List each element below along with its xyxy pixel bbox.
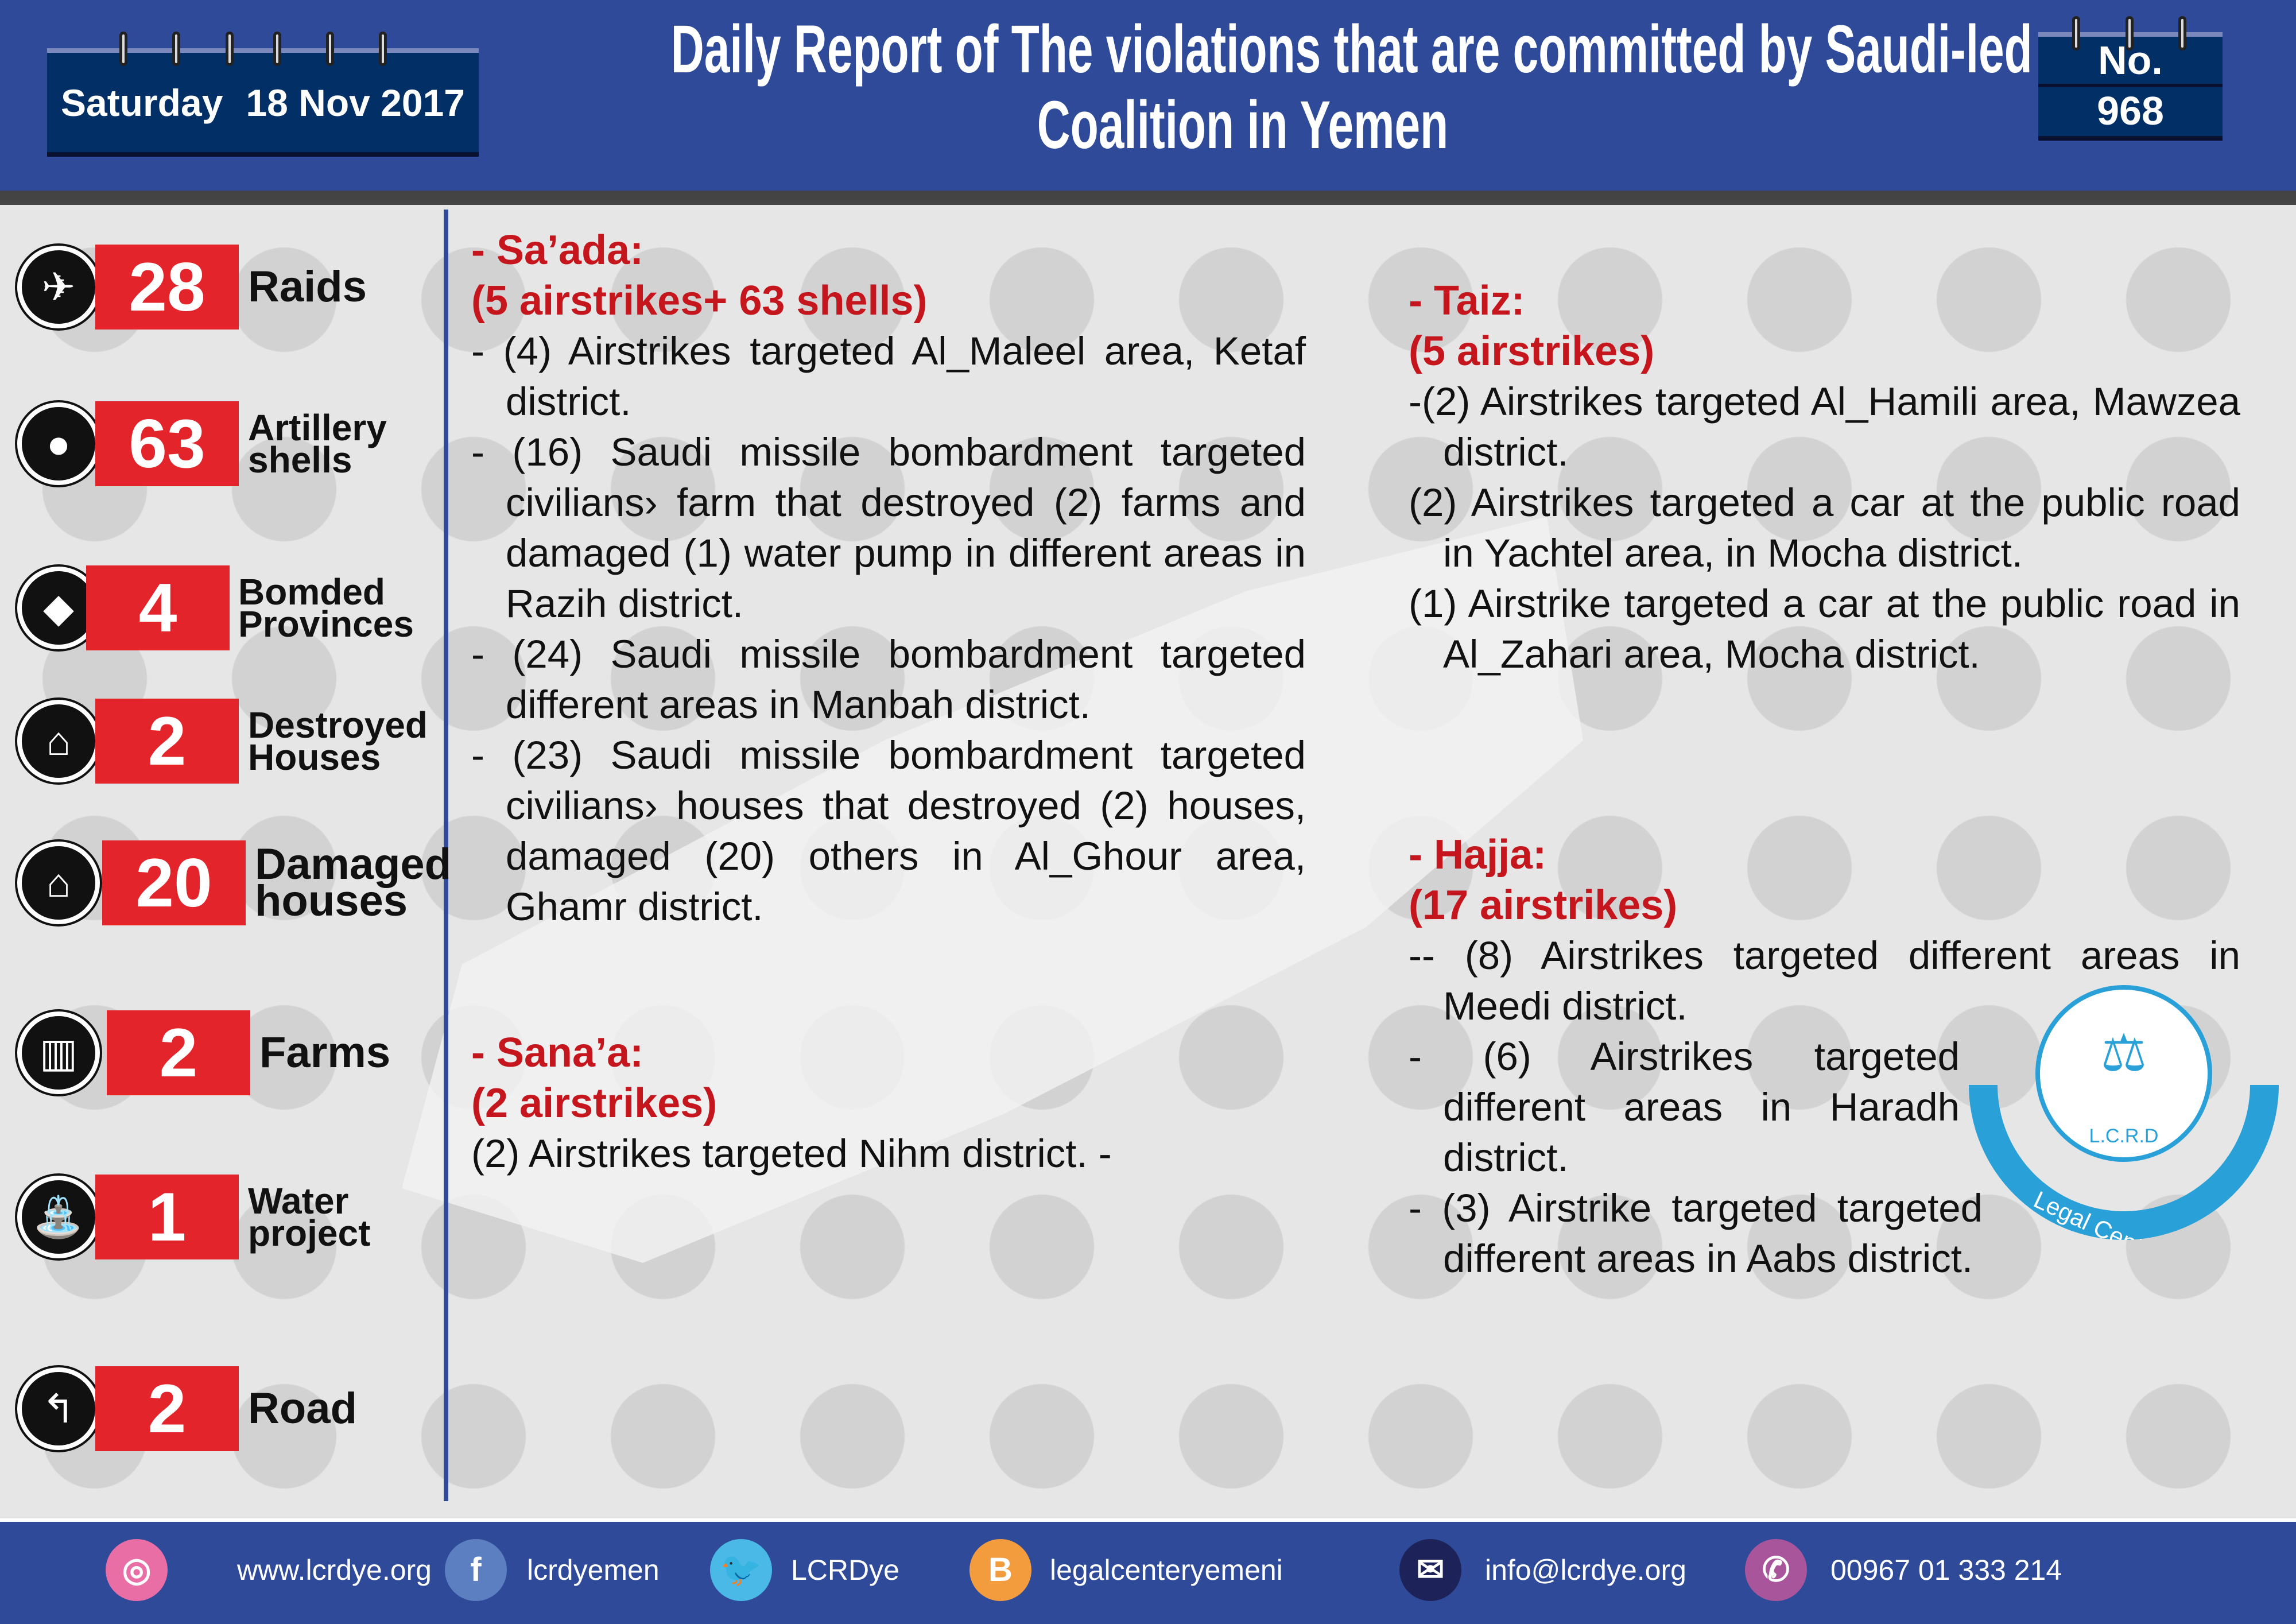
blogger-link[interactable]: legalcenteryemeni [1050, 1554, 1283, 1586]
section-subtitle: (5 airstrikes+ 63 shells) [471, 278, 928, 324]
damaged-house-icon: ⌂ [17, 842, 100, 924]
ring-icon [273, 32, 281, 66]
stat-label: Damaged houses [255, 840, 452, 925]
list-item: -(2) Airstrikes targeted Al_Hamili area,… [1409, 379, 2240, 474]
sanaa-section: - Sana’a: (2 airstrikes) (2) Airstrikes … [471, 1028, 1306, 1179]
list-item: (2) Airstrikes targeted Nihm district. - [471, 1131, 1112, 1176]
twitter-icon[interactable]: 🐦 [710, 1539, 772, 1601]
stat-label: Raids [248, 262, 367, 311]
website-link[interactable]: www.lcrdye.org [237, 1554, 432, 1586]
stat-label: Artillery shells [248, 407, 387, 480]
number-value: 968 [2097, 88, 2164, 133]
stat-value: 2 [107, 1010, 250, 1095]
stat-damaged-houses: ⌂ 20 Damaged houses [0, 837, 452, 929]
date: 18 Nov 2017 [246, 81, 466, 124]
twitter-link[interactable]: LCRDye [791, 1554, 899, 1586]
fence-icon: ▥ [17, 1011, 100, 1094]
ring-icon [119, 32, 127, 66]
ring-icon [2178, 16, 2186, 51]
ring-icon [379, 32, 387, 66]
stat-label: Bomded Provinces [238, 571, 414, 645]
list-item: - (3) Airstrike targeted targeted differ… [1409, 1186, 1983, 1281]
page-title: Daily Report of The violations that are … [402, 11, 2084, 163]
header-divider [0, 191, 2296, 205]
title-line-2: Coalition in Yemen [1037, 87, 1449, 163]
road-icon: ↰ [17, 1367, 100, 1450]
list-item: - (23) Saudi missile bombardment targete… [471, 733, 1306, 929]
mail-icon[interactable]: ✉ [1399, 1539, 1461, 1601]
list-item: -- (8) Airstrikes targeted different are… [1409, 933, 2240, 1028]
section-title: - Taiz: [1409, 278, 1525, 324]
stat-farms: ▥ 2 Farms [0, 1007, 448, 1099]
stat-value: 2 [95, 1366, 239, 1451]
ring-icon [326, 32, 334, 66]
title-line-1: Daily Report of The violations that are … [670, 11, 2033, 87]
list-item: (1) Airstrike targeted a car at the publ… [1409, 582, 2240, 676]
section-subtitle: (5 airstrikes) [1409, 328, 1655, 374]
section-subtitle: (2 airstrikes) [471, 1080, 718, 1126]
raids-icon: ✈ [17, 246, 100, 328]
stat-water: ⛲ 1 Water project [0, 1171, 448, 1263]
list-item: - (4) Airstrikes targeted Al_Maleel area… [471, 329, 1306, 424]
phone-number[interactable]: 00967 01 333 214 [1830, 1554, 2062, 1586]
stat-value: 20 [102, 840, 246, 925]
stat-artillery: ● 63 Artillery shells [0, 398, 448, 490]
stat-value: 4 [86, 565, 230, 650]
ring-icon [172, 32, 180, 66]
ring-icon [2072, 16, 2080, 51]
stat-value: 28 [95, 245, 239, 330]
date-box: Saturday 18 Nov 2017 [47, 48, 479, 157]
ring-icon [226, 32, 234, 66]
facebook-icon[interactable]: f [445, 1539, 507, 1601]
stat-road: ↰ 2 Road [0, 1363, 448, 1455]
taiz-section: - Taiz: (5 airstrikes) -(2) Airstrikes t… [1409, 276, 2240, 680]
section-title: - Hajja: [1409, 832, 1547, 878]
svg-text:L.C.R.D: L.C.R.D [2089, 1125, 2159, 1147]
list-item: (2) Airstrikes targeted a car at the pub… [1409, 480, 2240, 575]
stat-label: Destroyed Houses [248, 704, 428, 778]
column-divider [444, 210, 448, 1501]
blogger-icon[interactable]: B [969, 1539, 1031, 1601]
section-title: - Sana’a: [471, 1030, 644, 1076]
stat-label: Water project [248, 1180, 371, 1254]
water-pump-icon: ⛲ [17, 1176, 100, 1258]
stat-value: 1 [95, 1175, 239, 1259]
stat-label: Road [248, 1384, 357, 1433]
saada-section: - Sa’ada: (5 airstrikes+ 63 shells) - (4… [471, 225, 1306, 932]
stat-value: 2 [95, 699, 239, 784]
list-item: - (16) Saudi missile bombardment targete… [471, 430, 1306, 626]
footer [0, 1518, 2296, 1624]
header: Saturday 18 Nov 2017 Daily Report of The… [0, 0, 2296, 191]
list-item: - (24) Saudi missile bombardment targete… [471, 632, 1306, 727]
svg-text:⚖: ⚖ [2101, 1025, 2147, 1082]
lcrd-logo: ⚖ L.C.R.D Legal Center for Rights and [1969, 985, 2285, 1240]
list-item: - (6) Airstrikes targeted different area… [1409, 1034, 1960, 1180]
section-title: - Sa’ada: [471, 227, 644, 273]
stat-value: 63 [95, 401, 239, 486]
artillery-icon: ● [17, 402, 100, 485]
stat-label: Farms [259, 1028, 391, 1077]
email-link[interactable]: info@lcrdye.org [1485, 1554, 1686, 1586]
stat-provinces: ◆ 4 Bomded Provinces [0, 562, 448, 654]
ring-icon [2126, 16, 2134, 51]
section-subtitle: (17 airstrikes) [1409, 882, 1678, 928]
dribbble-icon[interactable]: ◎ [106, 1539, 168, 1601]
phone-icon[interactable]: ✆ [1745, 1539, 1807, 1601]
facebook-link[interactable]: lcrdyemen [527, 1554, 660, 1586]
hajja-section: - Hajja: (17 airstrikes) -- (8) Airstrik… [1409, 830, 2240, 1284]
stat-destroyed-houses: ⌂ 2 Destroyed Houses [0, 695, 448, 787]
stat-raids: ✈ 28 Raids [0, 241, 448, 333]
house-icon: ⌂ [17, 700, 100, 782]
day: Saturday [60, 81, 223, 124]
